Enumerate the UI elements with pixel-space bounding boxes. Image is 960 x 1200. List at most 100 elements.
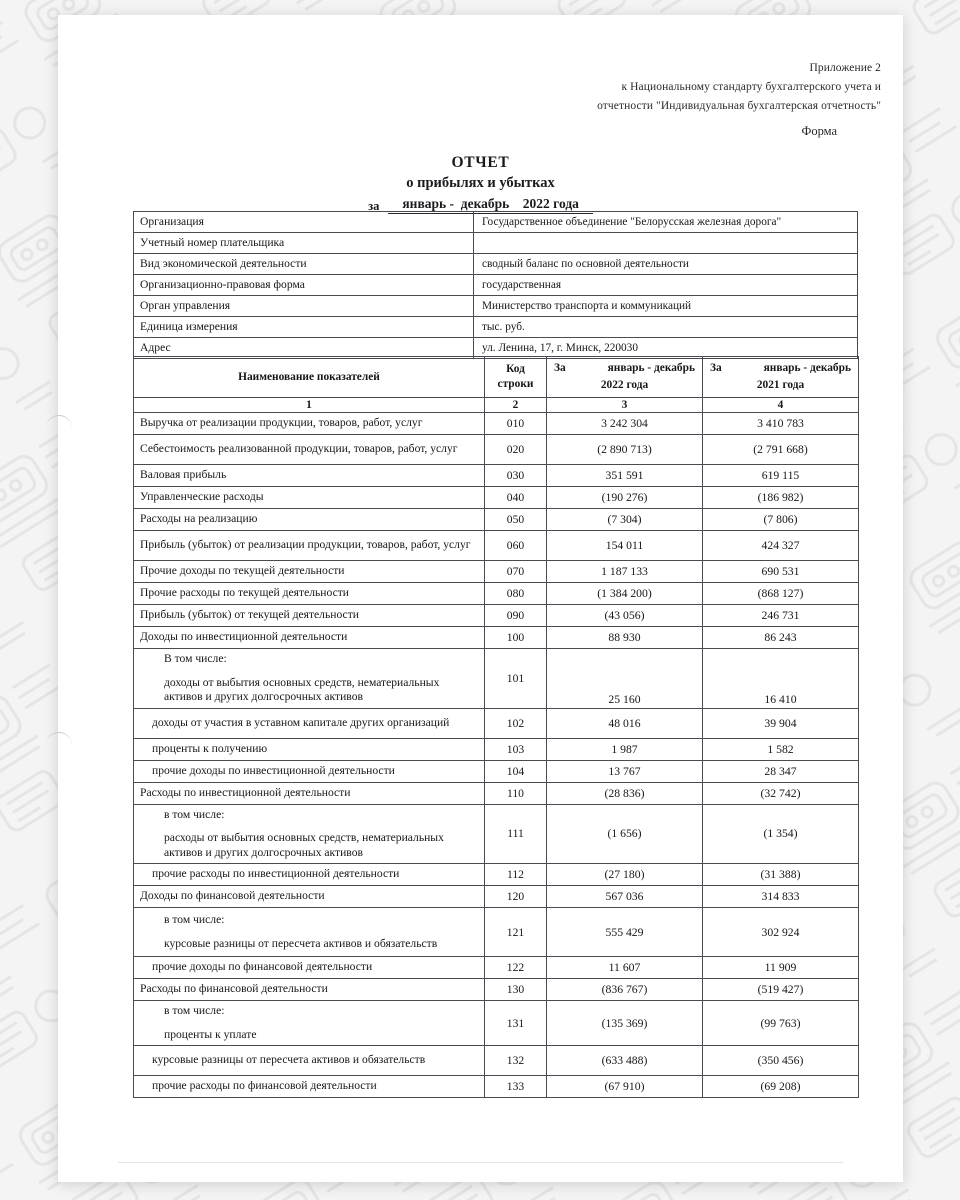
info-row-value: сводный баланс по основной деятельности xyxy=(473,253,858,275)
row-value-2022: (1 656) xyxy=(546,803,703,864)
col-header-year-2021-period: январь - декабрь xyxy=(763,362,851,374)
form-label: Форма xyxy=(801,124,837,138)
row-value-2021: (7 806) xyxy=(702,508,859,531)
row-indicator-name: курсовые разницы от пересчета активов и … xyxy=(133,1045,485,1076)
row-group-lead: в том числе: xyxy=(164,807,225,821)
row-line-code: 030 xyxy=(484,464,547,487)
info-row-value: Государственное объединение "Белорусская… xyxy=(473,211,858,233)
row-value-2021: 16 410 xyxy=(702,648,859,709)
scan-artifact-arc xyxy=(46,732,72,745)
row-indicator-label: расходы от выбытия основных средств, нем… xyxy=(164,831,444,859)
row-value-2021: 619 115 xyxy=(702,464,859,487)
appendix-line-3: отчетности "Индивидуальная бухгалтерская… xyxy=(597,100,881,112)
row-value-2021: 39 904 xyxy=(702,707,859,739)
row-value-2022: (28 836) xyxy=(546,781,703,805)
row-value-2021: 424 327 xyxy=(702,530,859,561)
row-indicator-name: Прибыль (убыток) от реализации продукции… xyxy=(133,530,485,561)
row-value-2022: (2 890 713) xyxy=(546,434,703,465)
row-line-code: 100 xyxy=(484,626,547,649)
table-row: Прочие расходы по текущей деятельности 08… xyxy=(133,582,859,605)
row-line-code: 120 xyxy=(484,885,547,908)
col-number-3: 3 xyxy=(546,397,703,413)
row-value-2021: 11 909 xyxy=(702,956,859,979)
page-title: ОТЧЕТ xyxy=(451,154,510,171)
row-indicator-name: Прочие расходы по текущей деятельности xyxy=(133,582,485,605)
col-header-year-2022-period: январь - декабрь xyxy=(607,362,695,374)
row-line-code: 101 xyxy=(484,648,547,709)
info-row: Орган управления Министерство транспорта … xyxy=(133,295,858,317)
row-indicator-name: в том числе: курсовые разницы от пересчет… xyxy=(133,907,485,957)
row-line-code: 132 xyxy=(484,1045,547,1076)
row-indicator-name: Прибыль (убыток) от текущей деятельности xyxy=(133,604,485,627)
page-subtitle: о прибылях и убытках xyxy=(406,175,555,191)
col-number-1: 1 xyxy=(133,397,485,413)
row-indicator-name: Расходы на реализацию xyxy=(133,508,485,531)
row-value-2022: (836 767) xyxy=(546,978,703,1001)
col-header-year-2021: За январь - декабрь 2021 года xyxy=(702,356,859,398)
info-row: Единица измерения тыс. руб. xyxy=(133,316,858,338)
row-value-2021: 86 243 xyxy=(702,626,859,649)
info-row-value: ул. Ленина, 17, г. Минск, 220030 xyxy=(473,337,858,359)
col-header-line-code-l1: Код xyxy=(506,363,525,375)
info-row-value xyxy=(473,232,858,254)
table-row: Расходы по финансовой деятельности 130 (83… xyxy=(133,978,859,1001)
row-value-2022: 154 011 xyxy=(546,530,703,561)
row-indicator-name: прочие расходы по инвестиционной деятель… xyxy=(133,863,485,886)
row-line-code: 080 xyxy=(484,582,547,605)
appendix-line-1: Приложение 2 xyxy=(809,62,881,74)
info-row: Вид экономической деятельности сводный ба… xyxy=(133,253,858,275)
table-row: курсовые разницы от пересчета активов и … xyxy=(133,1045,859,1076)
row-value-2022: 11 607 xyxy=(546,956,703,979)
profit-and-loss-body: Выручка от реализации продукции, товаров… xyxy=(133,412,859,1098)
row-line-code: 131 xyxy=(484,1000,547,1046)
row-indicator-name: Управленческие расходы xyxy=(133,486,485,509)
row-value-2021: (32 742) xyxy=(702,781,859,805)
row-indicator-name: Валовая прибыль xyxy=(133,464,485,487)
row-indicator-name: доходы от участия в уставном капитале др… xyxy=(133,707,485,739)
row-value-2021: (1 354) xyxy=(702,803,859,864)
row-line-code: 111 xyxy=(484,803,547,864)
col-header-indicator-name: Наименование показателей xyxy=(133,356,485,398)
footer-rule xyxy=(118,1162,843,1163)
row-value-2021: 302 924 xyxy=(702,907,859,957)
col-number-4: 4 xyxy=(702,397,859,413)
col-header-year-2021-year: 2021 года xyxy=(756,379,805,391)
row-value-2021: 246 731 xyxy=(702,604,859,627)
row-line-code: 050 xyxy=(484,508,547,531)
row-value-2022: 13 767 xyxy=(546,759,703,783)
table-row: проценты к получению 103 1 987 1 582 xyxy=(133,737,859,761)
row-group-lead: в том числе: xyxy=(164,1004,225,1017)
info-row-value: государственная xyxy=(473,274,858,296)
table-row: Управленческие расходы 040 (190 276) (186 9… xyxy=(133,486,859,509)
row-indicator-name: Расходы по инвестиционной деятельности xyxy=(133,781,485,805)
table-row: в том числе: проценты к уплате 131 (135 369… xyxy=(133,1000,859,1046)
period-prefix: за xyxy=(368,199,380,213)
info-row: Учетный номер плательщика xyxy=(133,232,858,254)
row-indicator-name: Выручка от реализации продукции, товаров… xyxy=(133,412,485,435)
table-row: прочие расходы по инвестиционной деятель… xyxy=(133,863,859,886)
row-indicator-name: проценты к получению xyxy=(133,737,485,761)
info-row-label: Организационно-правовая форма xyxy=(133,274,474,296)
row-line-code: 010 xyxy=(484,412,547,435)
row-value-2022: (67 910) xyxy=(546,1075,703,1098)
row-value-2022: 3 242 304 xyxy=(546,412,703,435)
table-row: Прибыль (убыток) от текущей деятельности… xyxy=(133,604,859,627)
table-header-row: Наименование показателей Код строки За я… xyxy=(133,356,859,398)
row-indicator-name: прочие доходы по финансовой деятельности xyxy=(133,956,485,979)
row-line-code: 112 xyxy=(484,863,547,886)
row-line-code: 133 xyxy=(484,1075,547,1098)
row-value-2021: (186 982) xyxy=(702,486,859,509)
profit-and-loss-head: Наименование показателей Код строки За я… xyxy=(133,356,859,413)
row-value-2021: (99 763) xyxy=(702,1000,859,1046)
row-value-2022: (7 304) xyxy=(546,508,703,531)
row-value-2021: 1 582 xyxy=(702,737,859,761)
row-indicator-name: прочие расходы по финансовой деятельност… xyxy=(133,1075,485,1098)
row-line-code: 060 xyxy=(484,530,547,561)
info-row: Организационно-правовая форма государстве… xyxy=(133,274,858,296)
organization-info-body: Организация Государственное объединение "… xyxy=(133,211,858,359)
info-row-value: Министерство транспорта и коммуникаций xyxy=(473,295,858,317)
table-row: Себестоимость реализованной продукции, т… xyxy=(133,434,859,465)
row-line-code: 104 xyxy=(484,759,547,783)
row-indicator-name: прочие доходы по инвестиционной деятельн… xyxy=(133,759,485,783)
row-group-lead: В том числе: xyxy=(164,652,227,665)
